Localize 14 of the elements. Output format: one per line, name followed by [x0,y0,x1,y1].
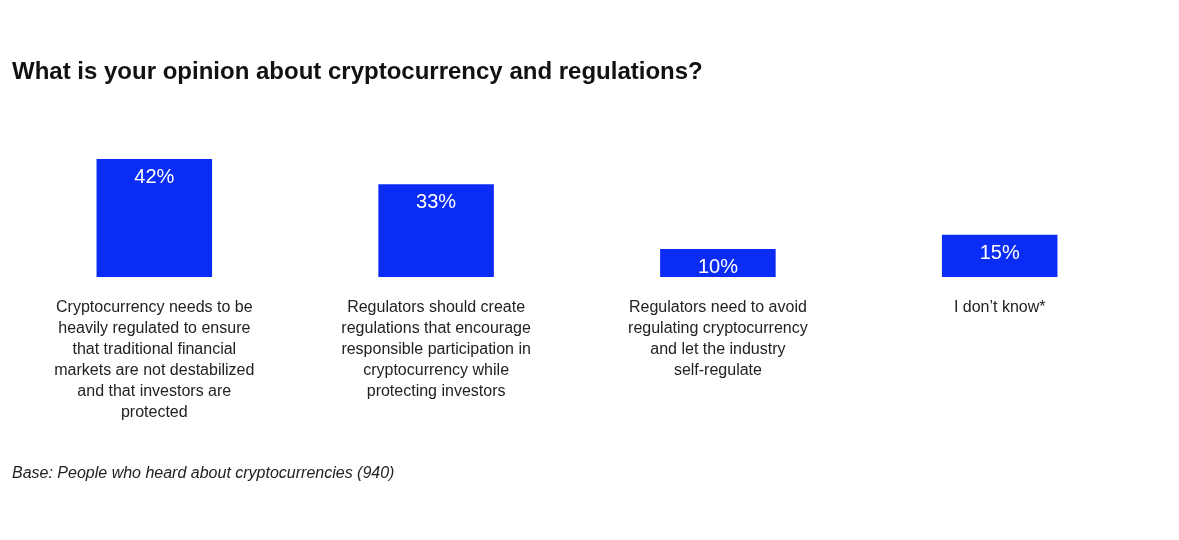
bar [660,248,776,277]
x-tick-label: Regulators should create regulations that encourage responsible participation in cryptocurrency while protecting investors [341,298,531,399]
x-tick-label: I don’t know* [953,298,1046,315]
data-label: 10% [697,254,739,277]
text: Base: People who heard about cryptocurrencies (940) [12,464,395,481]
x-tick-label: Regulators need to avoid regulating cryptocurrency and let the industry self-regulate [628,298,808,378]
bar [378,184,494,277]
data-label: 33% [416,190,457,213]
bar [941,234,1058,277]
bar [96,159,213,277]
x-tick-label: Cryptocurrency needs to be heavily regulated to ensure that traditional financial markets are not destabilized and that investors are protected [54,298,255,420]
data-label: 15% [979,240,1020,263]
chart-title: What is your opinion about cryptocurrency and regulations? [12,57,703,84]
data-label: 42% [134,165,175,187]
